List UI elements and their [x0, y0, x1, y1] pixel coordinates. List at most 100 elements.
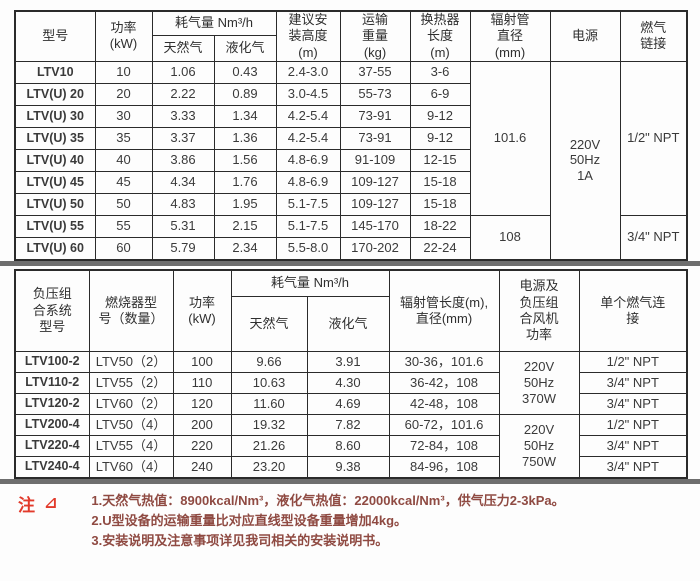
notes-section: 注 ⊿ 1.天然气热值：8900kcal/Nm³，液化气热值：22000kcal…	[14, 484, 686, 551]
cell-radiant-pipe: 36-42，108	[388, 371, 500, 394]
cell-model: LTV10	[14, 60, 96, 84]
cell-natural-gas: 10.63	[230, 371, 308, 394]
t1-header-install-height: 建议安 装高度 (m)	[275, 10, 341, 62]
table-row: LTV(U) 55 55 5.31 2.15 5.1-7.5 145-170 1…	[14, 214, 688, 261]
cell-natural-gas: 9.66	[230, 350, 308, 373]
section-divider-band	[0, 478, 700, 484]
cell-length: 15-18	[409, 192, 471, 216]
cell-length: 3-6	[409, 60, 471, 84]
cell-install-height: 4.8-6.9	[275, 170, 341, 194]
cell-natural-gas: 23.20	[230, 455, 308, 479]
t2-header-burner-model: 燃烧器型 号（数量）	[88, 269, 174, 352]
cell-natural-gas: 4.34	[151, 170, 215, 194]
cell-connection: 1/2" NPT	[578, 350, 688, 373]
cell-burner-model: LTV50（2）	[88, 350, 174, 373]
cell-power: 240	[172, 455, 232, 479]
cell-length: 15-18	[409, 170, 471, 194]
cell-lpg: 1.56	[213, 148, 277, 172]
t1-header-gas-consumption: 耗气量 Nm³/h	[151, 10, 277, 36]
note-item-3: 3.安装说明及注意事项详见我司相关的安装说明书。	[91, 533, 389, 549]
t1-header-exchanger-length: 换热器 长度 (m)	[409, 10, 471, 62]
cell-power: 50	[94, 192, 153, 216]
cell-natural-gas: 3.37	[151, 126, 215, 150]
t2-header-lpg: 液化气	[306, 295, 390, 352]
cell-weight: 109-127	[339, 192, 411, 216]
cell-weight: 73-91	[339, 104, 411, 128]
cell-weight: 170-202	[339, 236, 411, 261]
cell-connection-half-npt: 1/2" NPT	[619, 60, 688, 216]
cell-install-height: 2.4-3.0	[275, 60, 341, 84]
t1-header-model: 型号	[14, 10, 96, 62]
ltv-combined-system-spec-table: 负压组 合系统 型号 燃烧器型 号（数量） 功率 (kW) 耗气量 Nm³/h …	[14, 268, 689, 479]
cell-lpg: 0.89	[213, 82, 277, 106]
table-row: LTV110-2 LTV55（2） 110 10.63 4.30 36-42，1…	[14, 371, 688, 394]
cell-radiant-pipe: 60-72，101.6	[388, 413, 500, 436]
cell-system-model: LTV200-4	[14, 413, 90, 436]
cell-weight: 37-55	[339, 60, 411, 84]
cell-lpg: 1.76	[213, 170, 277, 194]
cell-install-height: 5.1-7.5	[275, 214, 341, 238]
t2-header-natural-gas: 天然气	[230, 295, 308, 352]
cell-power: 110	[172, 371, 232, 394]
spec-sheet-page: 型号 功率 (kW) 耗气量 Nm³/h 建议安 装高度 (m) 运输 重量 (…	[0, 10, 700, 551]
cell-lpg: 4.69	[306, 392, 390, 415]
t1-header-shipping-weight: 运输 重量 (kg)	[339, 10, 411, 62]
cell-install-height: 5.5-8.0	[275, 236, 341, 261]
cell-model: LTV(U) 40	[14, 148, 96, 172]
cell-install-height: 5.1-7.5	[275, 192, 341, 216]
cell-model: LTV(U) 60	[14, 236, 96, 261]
cell-weight: 73-91	[339, 126, 411, 150]
cell-lpg: 1.95	[213, 192, 277, 216]
cell-lpg: 3.91	[306, 350, 390, 373]
cell-power: 45	[94, 170, 153, 194]
cell-connection: 1/2" NPT	[578, 413, 688, 436]
cell-power: 60	[94, 236, 153, 261]
cell-radiant-pipe: 42-48，108	[388, 392, 500, 415]
cell-lpg: 9.38	[306, 455, 390, 479]
cell-lpg: 0.43	[213, 60, 277, 84]
cell-power: 100	[172, 350, 232, 373]
cell-connection: 3/4" NPT	[578, 455, 688, 479]
cell-power: 55	[94, 214, 153, 238]
t1-header-gas-connection: 燃气 链接	[619, 10, 688, 62]
cell-power: 10	[94, 60, 153, 84]
table-row: LTV100-2 LTV50（2） 100 9.66 3.91 30-36，10…	[14, 350, 688, 415]
cell-diameter-101: 101.6	[469, 60, 551, 216]
t1-header-power: 功率 (kW)	[94, 10, 153, 62]
section-divider-band	[0, 260, 700, 266]
cell-connection: 3/4" NPT	[578, 434, 688, 457]
cell-power-supply: 220V 50Hz 1A	[549, 60, 621, 261]
cell-burner-model: LTV50（4）	[88, 413, 174, 436]
cell-power: 20	[94, 82, 153, 106]
cell-lpg: 1.36	[213, 126, 277, 150]
table-row: LTV220-4 LTV55（4） 220 21.26 8.60 72-84，1…	[14, 434, 688, 457]
ltv-single-unit-spec-table: 型号 功率 (kW) 耗气量 Nm³/h 建议安 装高度 (m) 运输 重量 (…	[14, 10, 689, 261]
t2-header-system-model: 负压组 合系统 型号	[14, 269, 90, 352]
cell-burner-model: LTV60（2）	[88, 392, 174, 415]
cell-natural-gas: 11.60	[230, 392, 308, 415]
cell-model: LTV(U) 35	[14, 126, 96, 150]
cell-power: 40	[94, 148, 153, 172]
note-label-text: 注	[18, 495, 35, 515]
cell-model: LTV(U) 45	[14, 170, 96, 194]
cell-length: 9-12	[409, 126, 471, 150]
table-row: LTV(U) 60 60 5.79 2.34 5.5-8.0 170-202 2…	[14, 236, 687, 261]
cell-length: 18-22	[409, 214, 471, 238]
cell-power-supply-370w: 220V 50Hz 370W	[498, 350, 580, 415]
table-row: LTV10 10 1.06 0.43 2.4-3.0 37-55 3-6 101…	[14, 60, 688, 261]
cell-power-supply-750w: 220V 50Hz 750W	[498, 413, 580, 479]
cell-system-model: LTV110-2	[14, 371, 90, 394]
cell-model: LTV(U) 55	[14, 214, 96, 238]
t2-header-gas-connection: 单个燃气连 接	[578, 269, 688, 352]
cell-model: LTV(U) 20	[14, 82, 96, 106]
cell-system-model: LTV220-4	[14, 434, 90, 457]
cell-natural-gas: 1.06	[151, 60, 215, 84]
triangle-icon: ⊿	[44, 495, 58, 513]
cell-natural-gas: 4.83	[151, 192, 215, 216]
cell-lpg: 7.82	[306, 413, 390, 436]
t2-header-power-supply: 电源及 负压组 合风机 功率	[498, 269, 580, 352]
cell-radiant-pipe: 84-96，108	[388, 455, 500, 479]
cell-length: 9-12	[409, 104, 471, 128]
cell-power: 220	[172, 434, 232, 457]
cell-natural-gas: 5.79	[151, 236, 215, 261]
